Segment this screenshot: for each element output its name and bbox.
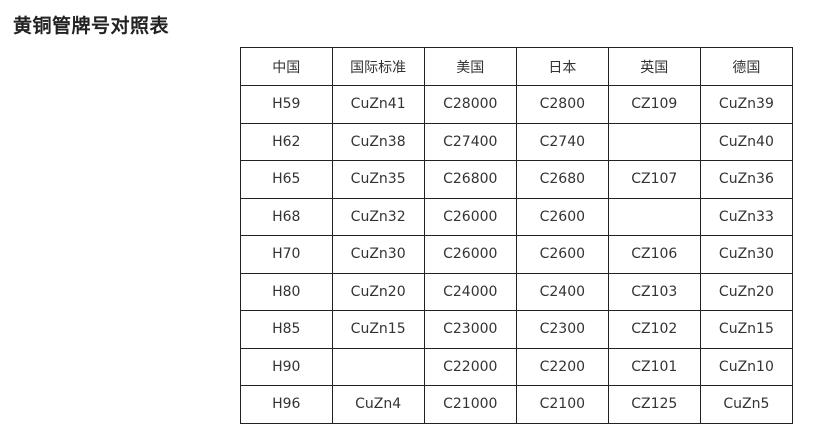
table-cell: CuZn33	[699, 197, 794, 236]
table-cell: C26000	[423, 235, 517, 274]
table-cell: CuZn38	[331, 122, 425, 161]
table-cell: H85	[240, 310, 333, 349]
table-cell: CuZn39	[699, 85, 794, 124]
page-title: 黄铜管牌号对照表	[13, 15, 170, 37]
table-cell	[607, 197, 701, 236]
table-cell: C24000	[423, 272, 517, 311]
table-row: H59 CuZn41 C28000 C2800 CZ109 CuZn39	[240, 85, 794, 124]
table-cell: CuZn15	[331, 310, 425, 349]
table-header-row: 中国 国际标准 美国 日本 英国 德国	[240, 47, 794, 86]
table-cell: CuZn4	[331, 385, 425, 424]
table-cell: CZ109	[607, 85, 701, 124]
table-cell: H80	[240, 272, 333, 311]
table-cell: C26800	[423, 160, 517, 199]
table-cell: CZ101	[607, 347, 701, 386]
table-row: H68 CuZn32 C26000 C2600 CuZn33	[240, 197, 794, 236]
table-cell: C2300	[515, 310, 609, 349]
table-cell: H90	[240, 347, 333, 386]
header-china: 中国	[240, 47, 333, 86]
table-cell: CuZn20	[331, 272, 425, 311]
table-cell: C2600	[515, 197, 609, 236]
brass-grade-table: 中国 国际标准 美国 日本 英国 德国 H59 CuZn41 C28000 C2800…	[240, 47, 794, 424]
table-cell: CuZn35	[331, 160, 425, 199]
table-cell: CuZn30	[331, 235, 425, 274]
table-cell: CuZn41	[331, 85, 425, 124]
table-cell	[331, 347, 425, 386]
table-row: H96 CuZn4 C21000 C2100 CZ125 CuZn5	[240, 385, 794, 424]
table-cell: C2680	[515, 160, 609, 199]
table-cell	[607, 122, 701, 161]
table-cell: C2100	[515, 385, 609, 424]
table-cell: CuZn32	[331, 197, 425, 236]
table-cell: CuZn40	[699, 122, 794, 161]
table-cell: CuZn15	[699, 310, 794, 349]
table-row: H85 CuZn15 C23000 C2300 CZ102 CuZn15	[240, 310, 794, 349]
table-cell: CuZn5	[699, 385, 794, 424]
table-row: H70 CuZn30 C26000 C2600 CZ106 CuZn30	[240, 235, 794, 274]
table-body: H59 CuZn41 C28000 C2800 CZ109 CuZn39 H62 CuZn38…	[240, 85, 794, 424]
table-cell: C2800	[515, 85, 609, 124]
header-international: 国际标准	[331, 47, 425, 86]
table-row: H65 CuZn35 C26800 C2680 CZ107 CuZn36	[240, 160, 794, 199]
table-cell: CZ106	[607, 235, 701, 274]
table-cell: H62	[240, 122, 333, 161]
table-cell: C22000	[423, 347, 517, 386]
table-cell: H68	[240, 197, 333, 236]
table-cell: CuZn20	[699, 272, 794, 311]
table-cell: C21000	[423, 385, 517, 424]
header-usa: 美国	[423, 47, 517, 86]
header-germany: 德国	[699, 47, 794, 86]
table-cell: C2740	[515, 122, 609, 161]
table-cell: H65	[240, 160, 333, 199]
table-cell: CZ107	[607, 160, 701, 199]
table-row: H90 C22000 C2200 CZ101 CuZn10	[240, 347, 794, 386]
table-cell: C28000	[423, 85, 517, 124]
table-cell: C23000	[423, 310, 517, 349]
table-cell: H59	[240, 85, 333, 124]
table-cell: C2600	[515, 235, 609, 274]
table-cell: CZ125	[607, 385, 701, 424]
header-japan: 日本	[515, 47, 609, 86]
table-cell: C26000	[423, 197, 517, 236]
table-row: H62 CuZn38 C27400 C2740 CuZn40	[240, 122, 794, 161]
table-cell: C2200	[515, 347, 609, 386]
table-cell: CZ102	[607, 310, 701, 349]
table-cell: CuZn30	[699, 235, 794, 274]
table-cell: CuZn10	[699, 347, 794, 386]
table-cell: H96	[240, 385, 333, 424]
table-cell: H70	[240, 235, 333, 274]
table-cell: C2400	[515, 272, 609, 311]
header-uk: 英国	[607, 47, 701, 86]
table-cell: C27400	[423, 122, 517, 161]
table-row: H80 CuZn20 C24000 C2400 CZ103 CuZn20	[240, 272, 794, 311]
table-cell: CuZn36	[699, 160, 794, 199]
table-cell: CZ103	[607, 272, 701, 311]
